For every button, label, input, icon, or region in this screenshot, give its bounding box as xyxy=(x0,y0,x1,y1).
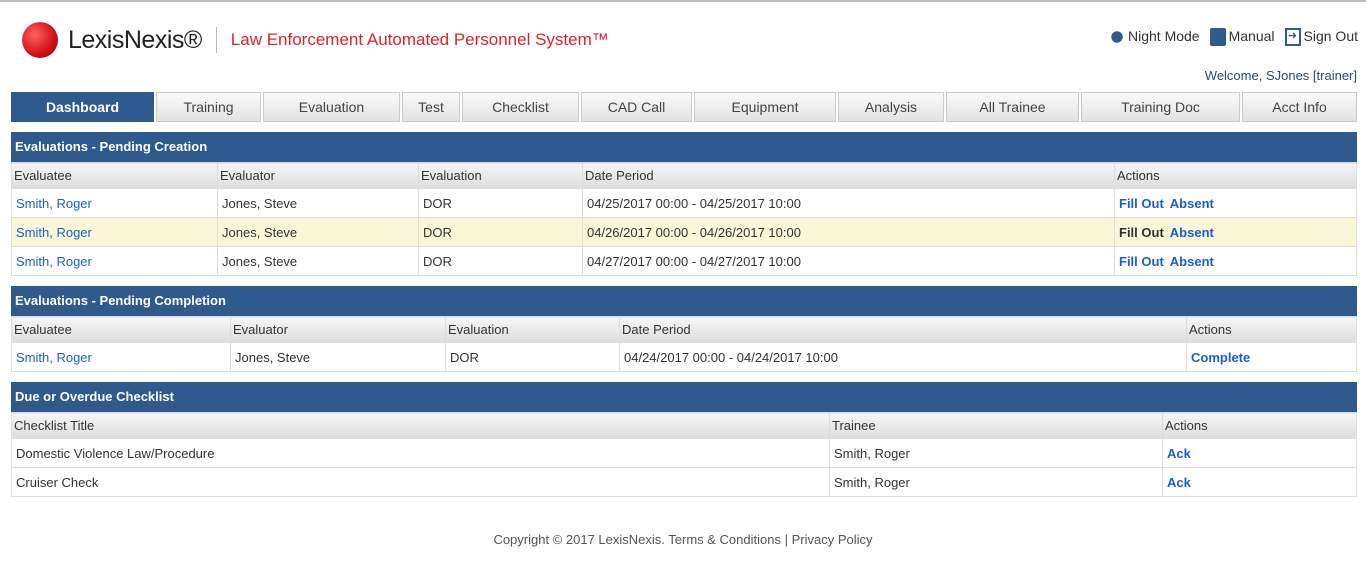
pending-completion-section: Evaluations - Pending Completion Evaluat… xyxy=(11,286,1357,372)
manual-link[interactable]: Manual xyxy=(1209,28,1275,47)
tab-equipment[interactable]: Equipment xyxy=(694,92,836,122)
evaluatee-link[interactable]: Smith, Roger xyxy=(16,349,92,365)
fill-out-link[interactable]: Fill Out xyxy=(1119,253,1164,269)
section-title: Evaluations - Pending Creation xyxy=(11,132,1357,162)
col-date-period: Date Period xyxy=(619,316,1187,343)
checklist-title: Cruiser Check xyxy=(11,467,830,497)
table-row: Cruiser Check Smith, Roger Ack xyxy=(11,467,1357,497)
table-row: Smith, Roger Jones, Steve DOR 04/26/2017… xyxy=(11,217,1357,247)
col-actions: Actions xyxy=(1162,412,1357,439)
evaluatee-link[interactable]: Smith, Roger xyxy=(16,195,92,211)
col-evaluation: Evaluation xyxy=(445,316,620,343)
complete-link[interactable]: Complete xyxy=(1191,349,1251,365)
checklist-title: Domestic Violence Law/Procedure xyxy=(11,438,830,468)
col-checklist-title: Checklist Title xyxy=(11,412,830,439)
system-title: Law Enforcement Automated Personnel Syst… xyxy=(230,30,609,49)
evaluation: DOR xyxy=(418,217,583,247)
night-mode-link[interactable]: Night Mode xyxy=(1109,28,1200,47)
checklist-table: Checklist Title Trainee Actions Domestic… xyxy=(11,412,1357,497)
night-mode-icon xyxy=(1109,28,1125,47)
evaluator: Jones, Steve xyxy=(217,246,419,276)
evaluation: DOR xyxy=(445,342,620,372)
col-evaluation: Evaluation xyxy=(418,162,583,189)
pending-creation-section: Evaluations - Pending Creation Evaluatee… xyxy=(11,132,1357,276)
date-period: 04/26/2017 00:00 - 04/26/2017 10:00 xyxy=(582,217,1115,247)
divider xyxy=(215,27,217,53)
absent-link[interactable]: Absent xyxy=(1169,195,1214,211)
welcome-text: Welcome, SJones [trainer] xyxy=(1204,68,1357,83)
col-trainee: Trainee xyxy=(829,412,1163,439)
col-evaluatee: Evaluatee xyxy=(11,162,218,189)
absent-link[interactable]: Absent xyxy=(1169,253,1214,269)
tab-dashboard[interactable]: Dashboard xyxy=(11,92,154,122)
col-evaluatee: Evaluatee xyxy=(11,316,231,343)
evaluation: DOR xyxy=(418,188,583,218)
date-period: 04/27/2017 00:00 - 04/27/2017 10:00 xyxy=(582,246,1115,276)
fill-out-link[interactable]: Fill Out xyxy=(1119,224,1164,240)
col-evaluator: Evaluator xyxy=(217,162,419,189)
lexisnexis-logo-icon xyxy=(22,22,58,58)
footer-separator: | xyxy=(784,532,788,547)
ack-link[interactable]: Ack xyxy=(1167,474,1191,490)
copyright: Copyright © 2017 LexisNexis. xyxy=(493,532,665,547)
evaluator: Jones, Steve xyxy=(217,217,419,247)
ack-link[interactable]: Ack xyxy=(1167,445,1191,461)
trainee: Smith, Roger xyxy=(829,467,1163,497)
col-date-period: Date Period xyxy=(582,162,1115,189)
evaluation: DOR xyxy=(418,246,583,276)
tab-analysis[interactable]: Analysis xyxy=(838,92,944,122)
privacy-link[interactable]: Privacy Policy xyxy=(791,532,873,547)
trainee: Smith, Roger xyxy=(829,438,1163,468)
tab-evaluation[interactable]: Evaluation xyxy=(263,92,400,122)
section-title: Evaluations - Pending Completion xyxy=(11,286,1357,316)
col-evaluator: Evaluator xyxy=(230,316,446,343)
evaluatee-link[interactable]: Smith, Roger xyxy=(16,224,92,240)
footer: Copyright © 2017 LexisNexis. Terms & Con… xyxy=(0,532,1366,547)
book-icon xyxy=(1209,28,1226,47)
top-links: Night Mode Manual ➜ Sign Out xyxy=(1109,28,1358,47)
date-period: 04/25/2017 00:00 - 04/25/2017 10:00 xyxy=(582,188,1115,218)
tab-test[interactable]: Test xyxy=(402,92,460,122)
sign-out-link[interactable]: ➜ Sign Out xyxy=(1284,28,1358,47)
pending-completion-table: Evaluatee Evaluator Evaluation Date Peri… xyxy=(11,316,1357,372)
table-row: Smith, Roger Jones, Steve DOR 04/27/2017… xyxy=(11,246,1357,276)
evaluator: Jones, Steve xyxy=(217,188,419,218)
evaluatee-link[interactable]: Smith, Roger xyxy=(16,253,92,269)
logo: LexisNexis® Law Enforcement Automated Pe… xyxy=(22,22,609,58)
tab-training-doc[interactable]: Training Doc xyxy=(1081,92,1240,122)
section-title: Due or Overdue Checklist xyxy=(11,382,1357,412)
brand-name: LexisNexis® xyxy=(68,25,202,54)
table-row: Smith, Roger Jones, Steve DOR 04/25/2017… xyxy=(11,188,1357,218)
main-nav: Dashboard Training Evaluation Test Check… xyxy=(11,92,1357,122)
terms-link[interactable]: Terms & Conditions xyxy=(668,532,781,547)
col-actions: Actions xyxy=(1114,162,1357,189)
tab-all-trainee[interactable]: All Trainee xyxy=(946,92,1079,122)
tab-cad-call[interactable]: CAD Call xyxy=(581,92,692,122)
checklist-section: Due or Overdue Checklist Checklist Title… xyxy=(11,382,1357,497)
absent-link[interactable]: Absent xyxy=(1169,224,1214,240)
fill-out-link[interactable]: Fill Out xyxy=(1119,195,1164,211)
tab-training[interactable]: Training xyxy=(156,92,261,122)
sign-out-icon: ➜ xyxy=(1284,28,1301,47)
evaluator: Jones, Steve xyxy=(230,342,446,372)
table-row: Smith, Roger Jones, Steve DOR 04/24/2017… xyxy=(11,342,1357,372)
col-actions: Actions xyxy=(1186,316,1357,343)
tab-checklist[interactable]: Checklist xyxy=(462,92,579,122)
date-period: 04/24/2017 00:00 - 04/24/2017 10:00 xyxy=(619,342,1187,372)
table-row: Domestic Violence Law/Procedure Smith, R… xyxy=(11,438,1357,468)
tab-acct-info[interactable]: Acct Info xyxy=(1242,92,1357,122)
pending-creation-table: Evaluatee Evaluator Evaluation Date Peri… xyxy=(11,162,1357,276)
